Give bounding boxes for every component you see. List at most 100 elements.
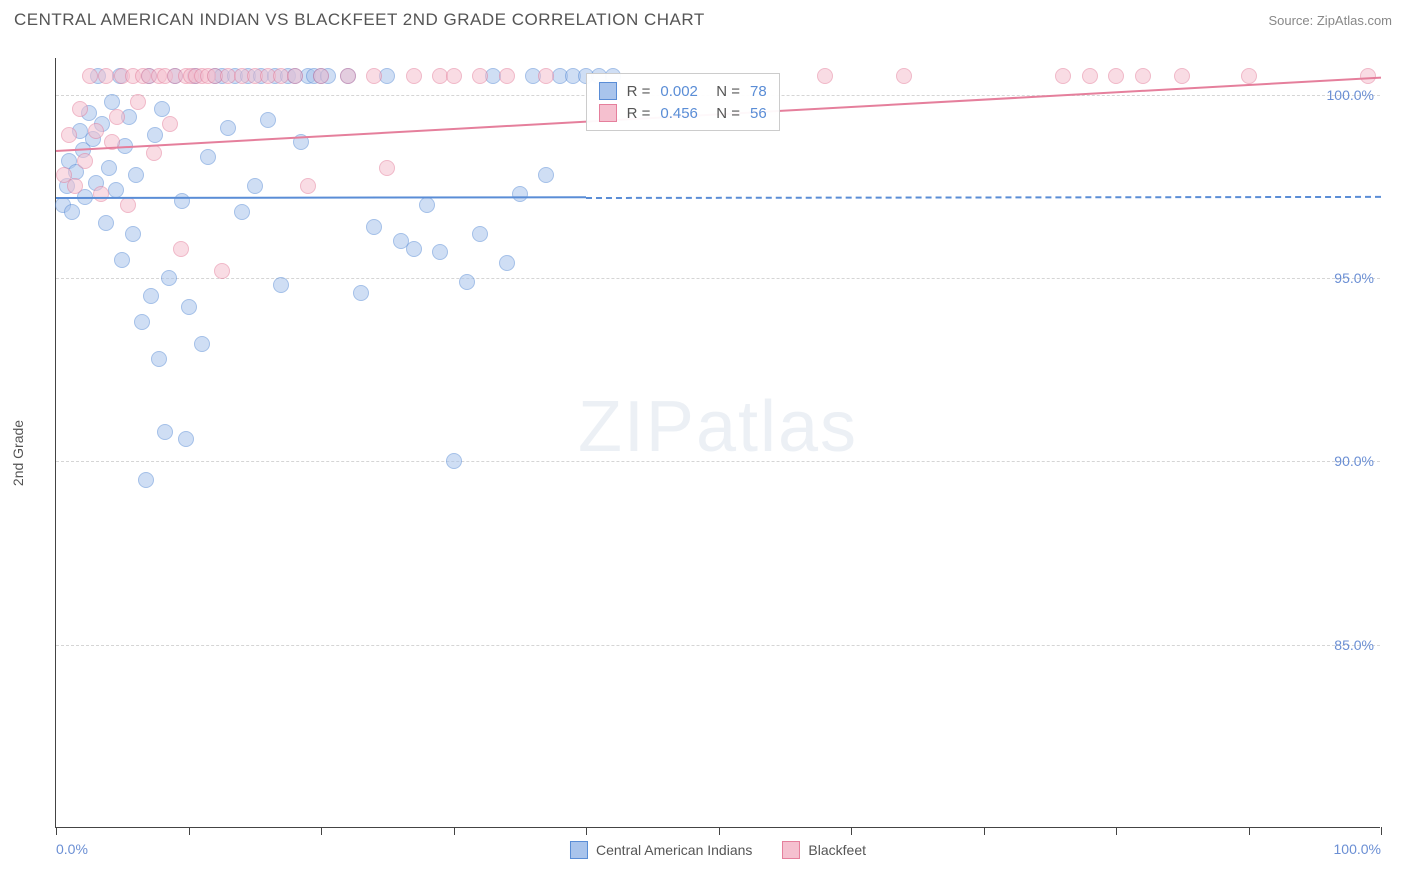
scatter-point (1055, 68, 1071, 84)
x-tick-label: 100.0% (1334, 841, 1381, 857)
scatter-point (147, 127, 163, 143)
x-tick-label: 0.0% (56, 841, 88, 857)
scatter-point (538, 167, 554, 183)
x-tick (719, 827, 720, 835)
scatter-point (93, 186, 109, 202)
x-tick (851, 827, 852, 835)
gridline-horizontal (56, 645, 1380, 646)
x-tick (321, 827, 322, 835)
scatter-point (446, 68, 462, 84)
x-tick (1381, 827, 1382, 835)
scatter-point (472, 68, 488, 84)
y-tick-label: 100.0% (1327, 87, 1374, 103)
scatter-point (108, 182, 124, 198)
legend-label: Blackfeet (808, 842, 866, 858)
stat-r-label: R = (627, 83, 651, 100)
scatter-point (146, 145, 162, 161)
scatter-point (114, 252, 130, 268)
scatter-point (499, 255, 515, 271)
chart-title: CENTRAL AMERICAN INDIAN VS BLACKFEET 2ND… (14, 10, 705, 30)
scatter-point (178, 431, 194, 447)
scatter-point (896, 68, 912, 84)
watermark-suffix: atlas (696, 387, 858, 467)
trend-line (586, 195, 1381, 198)
scatter-point (162, 116, 178, 132)
scatter-point (1174, 68, 1190, 84)
scatter-point (1108, 68, 1124, 84)
scatter-point (154, 101, 170, 117)
scatter-point (432, 244, 448, 260)
scatter-point (538, 68, 554, 84)
scatter-point (72, 101, 88, 117)
scatter-point (512, 186, 528, 202)
scatter-point (1241, 68, 1257, 84)
scatter-point (366, 68, 382, 84)
bottom-legend: Central American Indians Blackfeet (570, 841, 866, 859)
stat-r-value: 0.002 (660, 83, 698, 100)
scatter-point (77, 153, 93, 169)
scatter-point (419, 197, 435, 213)
scatter-point (151, 351, 167, 367)
x-tick (1249, 827, 1250, 835)
scatter-point (459, 274, 475, 290)
x-tick (189, 827, 190, 835)
legend-item: Blackfeet (782, 841, 866, 859)
stat-r-value: 0.456 (660, 105, 698, 122)
scatter-point (247, 178, 263, 194)
stat-r-label: R = (627, 105, 651, 122)
scatter-point (472, 226, 488, 242)
legend-label: Central American Indians (596, 842, 752, 858)
x-tick (984, 827, 985, 835)
scatter-point (300, 178, 316, 194)
scatter-point (161, 270, 177, 286)
scatter-point (130, 94, 146, 110)
y-tick-label: 95.0% (1334, 270, 1374, 286)
legend-swatch (599, 82, 617, 100)
stat-n-value: 78 (750, 83, 767, 100)
y-tick-label: 90.0% (1334, 453, 1374, 469)
scatter-point (234, 204, 250, 220)
scatter-point (109, 109, 125, 125)
scatter-point (101, 160, 117, 176)
scatter-point (181, 299, 197, 315)
legend-item: Central American Indians (570, 841, 752, 859)
scatter-point (340, 68, 356, 84)
trend-line (56, 197, 586, 200)
plot-area: ZIPatlas 85.0%90.0%95.0%100.0%0.0%100.0%… (55, 58, 1380, 828)
scatter-point (174, 193, 190, 209)
legend-swatch (570, 841, 588, 859)
scatter-point (313, 68, 329, 84)
scatter-point (446, 453, 462, 469)
scatter-point (120, 197, 136, 213)
scatter-point (406, 241, 422, 257)
watermark: ZIPatlas (578, 386, 858, 468)
x-tick (586, 827, 587, 835)
stats-row: R = 0.002 N = 78 (599, 80, 767, 102)
scatter-point (220, 120, 236, 136)
legend-swatch (782, 841, 800, 859)
scatter-point (157, 424, 173, 440)
scatter-point (82, 68, 98, 84)
scatter-point (98, 68, 114, 84)
legend-swatch (599, 104, 617, 122)
x-tick (454, 827, 455, 835)
scatter-point (1135, 68, 1151, 84)
x-tick (1116, 827, 1117, 835)
scatter-point (138, 472, 154, 488)
stat-n-label: N = (708, 105, 740, 122)
scatter-point (173, 241, 189, 257)
scatter-point (64, 204, 80, 220)
watermark-prefix: ZIP (578, 387, 696, 467)
scatter-point (67, 178, 83, 194)
scatter-point (379, 160, 395, 176)
scatter-point (125, 226, 141, 242)
scatter-point (88, 123, 104, 139)
scatter-point (104, 94, 120, 110)
gridline-horizontal (56, 461, 1380, 462)
y-tick-label: 85.0% (1334, 637, 1374, 653)
stats-row: R = 0.456 N = 56 (599, 102, 767, 124)
scatter-point (194, 336, 210, 352)
scatter-point (406, 68, 422, 84)
stat-n-label: N = (708, 83, 740, 100)
scatter-point (134, 314, 150, 330)
